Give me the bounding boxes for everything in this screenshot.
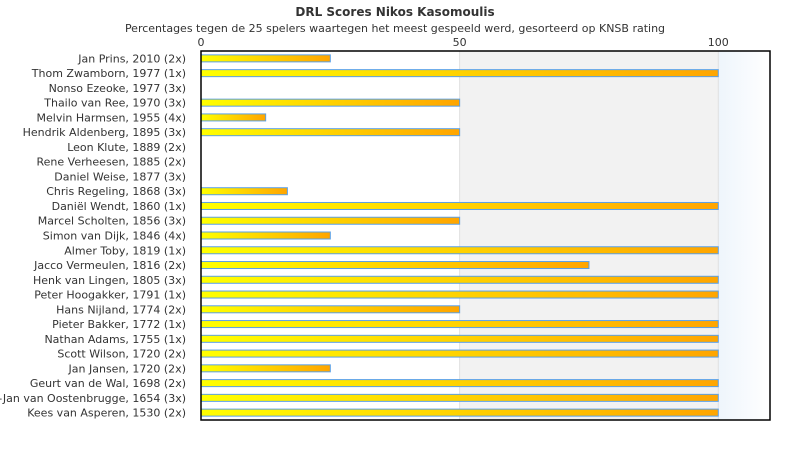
chart-subtitle: Percentages tegen de 25 spelers waartege… [124, 22, 666, 35]
category-label: Chris Regeling, 1868 (3x) [46, 185, 186, 198]
category-label: Jan Prins, 2010 (2x) [77, 52, 186, 65]
category-label: Simon van Dijk, 1846 (4x) [43, 230, 186, 243]
category-label: Daniël Wendt, 1860 (1x) [52, 200, 186, 213]
bar [200, 201, 719, 210]
category-label: Nonso Ezeoke, 1977 (3x) [49, 82, 186, 95]
plot-frame [200, 50, 771, 421]
bar [200, 128, 461, 137]
category-label: Melvin Harmsen, 1955 (4x) [37, 111, 186, 124]
bar [200, 408, 719, 417]
bar [200, 364, 331, 373]
category-label: Hendrik Aldenberg, 1895 (3x) [23, 126, 186, 139]
x-tick-label: 50 [453, 36, 467, 49]
category-label: Nathan Adams, 1755 (1x) [44, 333, 186, 346]
category-label: Leon Klute, 1889 (2x) [67, 141, 186, 154]
bar [200, 305, 461, 314]
bar [200, 216, 461, 225]
category-label: Scott Wilson, 1720 (2x) [57, 348, 186, 361]
category-label: Geurt van de Wal, 1698 (2x) [30, 377, 186, 390]
bar [200, 54, 331, 63]
bar [200, 334, 719, 343]
category-label: Thom Zwamborn, 1977 (1x) [31, 67, 186, 80]
band-100-plus [718, 51, 770, 420]
category-label: Thailo van Ree, 1970 (3x) [43, 97, 186, 110]
bar [200, 98, 461, 107]
band-50-100 [459, 51, 719, 420]
bar [200, 187, 288, 196]
chart-title: DRL Scores Nikos Kasomoulis [295, 5, 495, 19]
category-label: Kees van Asperen, 1530 (2x) [27, 407, 186, 420]
category-label: Jan Jansen, 1720 (2x) [68, 362, 186, 375]
bar [200, 246, 719, 255]
bar [200, 349, 719, 358]
category-label: Jacco Vermeulen, 1816 (2x) [33, 259, 186, 272]
category-label: Pieter Bakker, 1772 (1x) [52, 318, 186, 331]
category-label: Rene Verheesen, 1885 (2x) [37, 156, 186, 169]
bar [200, 379, 719, 388]
bar [200, 231, 331, 240]
bar [200, 113, 267, 122]
category-label: Hans Nijland, 1774 (2x) [56, 303, 186, 316]
bar [200, 261, 590, 270]
bar [200, 290, 719, 299]
bar [200, 320, 719, 329]
bar [200, 393, 719, 402]
x-tick-label: 100 [708, 36, 729, 49]
category-label: Henk van Lingen, 1805 (3x) [33, 274, 186, 287]
category-label: Peter Hoogakker, 1791 (1x) [34, 289, 186, 302]
category-label: Marcel Scholten, 1856 (3x) [38, 215, 186, 228]
category-label: Daniel Weise, 1877 (3x) [54, 170, 186, 183]
bar [200, 69, 719, 78]
bar [200, 275, 719, 284]
category-label: t-Jan van Oostenbrugge, 1654 (3x) [0, 392, 186, 405]
x-tick-label: 0 [198, 36, 205, 49]
category-label: Almer Toby, 1819 (1x) [64, 244, 186, 257]
